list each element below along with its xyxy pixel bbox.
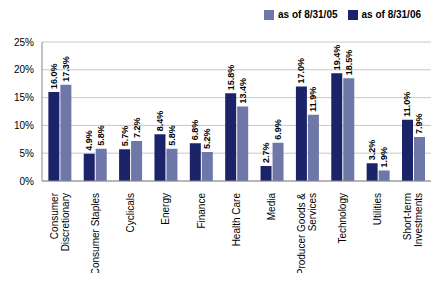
- svg-text:Finance: Finance: [196, 193, 207, 229]
- svg-text:5%: 5%: [20, 148, 35, 159]
- svg-text:6.9%: 6.9%: [273, 119, 283, 140]
- svg-text:5.7%: 5.7%: [120, 126, 130, 147]
- svg-text:Media: Media: [266, 193, 277, 221]
- svg-text:13.4%: 13.4%: [238, 78, 248, 104]
- svg-text:17.3%: 17.3%: [61, 56, 71, 82]
- svg-text:0%: 0%: [20, 176, 35, 187]
- svg-text:ConsumerDiscretionary: ConsumerDiscretionary: [49, 192, 71, 251]
- svg-text:Utilities: Utilities: [372, 193, 383, 225]
- svg-text:16.0%: 16.0%: [49, 64, 59, 90]
- svg-text:20%: 20%: [14, 64, 34, 75]
- svg-text:Short-termInvestments: Short-termInvestments: [402, 193, 424, 247]
- svg-text:5.8%: 5.8%: [96, 125, 106, 146]
- svg-text:Consumer Staples: Consumer Staples: [90, 193, 101, 273]
- svg-text:Technology: Technology: [337, 193, 348, 244]
- svg-text:3.2%: 3.2%: [367, 140, 377, 161]
- svg-text:11.0%: 11.0%: [403, 92, 413, 117]
- svg-text:11.9%: 11.9%: [308, 87, 318, 112]
- svg-text:Health Care: Health Care: [231, 193, 242, 247]
- svg-text:1.9%: 1.9%: [379, 147, 389, 168]
- svg-text:Producer Goods &Services: Producer Goods &Services: [296, 193, 318, 273]
- svg-text:2.7%: 2.7%: [261, 142, 271, 163]
- svg-text:10%: 10%: [14, 120, 34, 131]
- svg-text:5.8%: 5.8%: [167, 125, 177, 146]
- svg-text:8.4%: 8.4%: [155, 111, 165, 132]
- svg-text:17.0%: 17.0%: [296, 58, 306, 84]
- svg-text:6.8%: 6.8%: [190, 120, 200, 141]
- html-text:as of 8/31/05: as of 8/31/05: [278, 9, 338, 20]
- svg-text:Energy: Energy: [160, 193, 171, 225]
- svg-text:7.2%: 7.2%: [132, 117, 142, 138]
- svg-text:7.9%: 7.9%: [415, 114, 425, 135]
- svg-text:5.2%: 5.2%: [202, 129, 212, 150]
- svg-text:18.5%: 18.5%: [344, 50, 354, 76]
- svg-text:19.4%: 19.4%: [332, 45, 342, 71]
- svg-text:15.8%: 15.8%: [226, 65, 236, 91]
- svg-text:15%: 15%: [14, 92, 34, 103]
- svg-text:25%: 25%: [14, 37, 34, 48]
- svg-text:4.9%: 4.9%: [84, 130, 94, 151]
- svg-text:Cyclicals: Cyclicals: [125, 193, 136, 232]
- html-text:as of 8/31/06: as of 8/31/06: [361, 9, 421, 20]
